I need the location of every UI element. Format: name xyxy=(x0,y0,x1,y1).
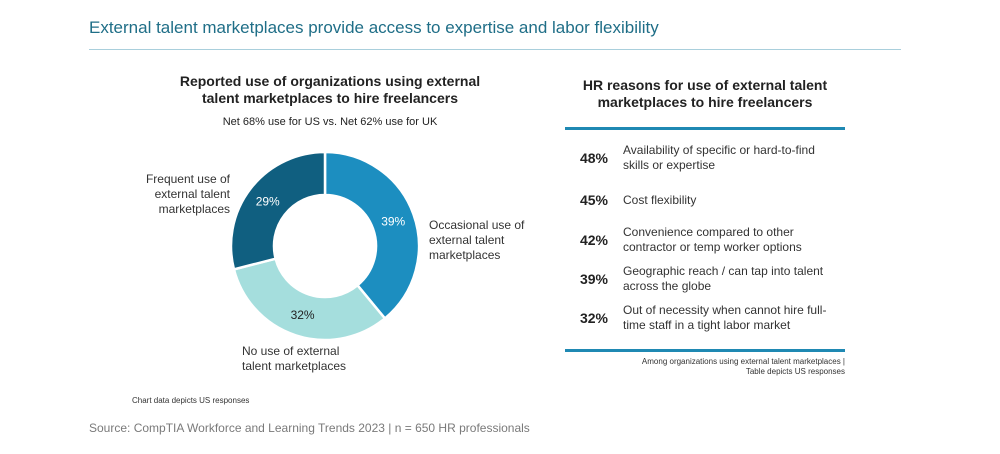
donut-slice-1 xyxy=(232,257,387,342)
reason-line: Out of necessity when cannot hire full- xyxy=(623,303,827,317)
callout-none-line: No use of external xyxy=(242,344,340,358)
callout-occasional-use: Occasional use of external talent market… xyxy=(429,218,549,263)
donut-chart-title-line2: talent marketplaces to hire freelancers xyxy=(201,90,458,106)
reason-line: Convenience compared to other xyxy=(623,225,794,239)
reason-line: time staff in a tight labor market xyxy=(623,318,791,332)
donut-chart-title: Reported use of organizations using exte… xyxy=(170,73,490,107)
reason-line: Availability of specific or hard-to-find xyxy=(623,143,815,157)
callout-frequent-line: Frequent use of xyxy=(145,172,230,186)
slice-value-label: 39% xyxy=(381,214,405,228)
reason-percent: 32% xyxy=(579,310,609,326)
reason-line: skills or expertise xyxy=(623,158,716,172)
slice-value-label: 29% xyxy=(256,195,280,209)
callout-frequent-line: marketplaces xyxy=(158,202,230,216)
table-bottom-rule xyxy=(565,349,845,352)
page-title: External talent marketplaces provide acc… xyxy=(89,18,659,37)
chart-note: Chart data depicts US responses xyxy=(132,396,250,405)
reason-line: across the globe xyxy=(623,279,712,293)
reason-line: Cost flexibility xyxy=(623,192,697,207)
callout-no-use: No use of external talent marketplaces xyxy=(242,344,382,374)
reason-line: contractor or temp worker options xyxy=(623,240,802,254)
callout-occasional-line: external talent xyxy=(429,233,505,247)
source-footnote: Source: CompTIA Workforce and Learning T… xyxy=(89,421,530,435)
donut-chart-subtitle: Net 68% use for US vs. Net 62% use for U… xyxy=(222,116,438,128)
table-note-line1: Among organizations using external talen… xyxy=(641,357,845,366)
callout-none-line: talent marketplaces xyxy=(242,359,347,373)
reason-text: Cost flexibility xyxy=(623,193,843,208)
reasons-title-line2: marketplaces to hire freelancers xyxy=(597,94,813,110)
table-row: 32% Out of necessity when cannot hire fu… xyxy=(565,300,845,336)
reason-text: Convenience compared to other contractor… xyxy=(623,225,843,255)
table-row: 45% Cost flexibility xyxy=(565,182,845,218)
reasons-title-line1: HR reasons for use of external talent xyxy=(582,77,828,93)
table-note-line2: Table depicts US responses xyxy=(745,367,845,376)
donut-slice-0 xyxy=(323,150,421,321)
reason-text: Geographic reach / can tap into talent a… xyxy=(623,264,843,294)
table-note: Among organizations using external talen… xyxy=(565,357,845,377)
table-row: 48% Availability of specific or hard-to-… xyxy=(565,140,845,176)
reasons-table-title: HR reasons for use of external talent ma… xyxy=(565,77,845,111)
reason-percent: 45% xyxy=(579,192,609,208)
reason-text: Availability of specific or hard-to-find… xyxy=(623,143,843,173)
donut-slice-2 xyxy=(229,150,327,271)
callout-occasional-line: Occasional use of xyxy=(429,218,525,232)
table-row: 39% Geographic reach / can tap into tale… xyxy=(565,261,845,297)
table-top-rule xyxy=(565,127,845,130)
donut-chart-title-line1: Reported use of organizations using exte… xyxy=(179,73,481,89)
callout-frequent-line: external talent xyxy=(154,187,230,201)
reason-percent: 39% xyxy=(579,271,609,287)
reason-percent: 48% xyxy=(579,150,609,166)
reason-text: Out of necessity when cannot hire full- … xyxy=(623,303,843,333)
slice-value-label: 32% xyxy=(291,308,315,322)
callout-occasional-line: marketplaces xyxy=(429,248,501,262)
reason-line: Geographic reach / can tap into talent xyxy=(623,264,824,278)
title-divider xyxy=(89,49,901,50)
reason-percent: 42% xyxy=(579,232,609,248)
table-row: 42% Convenience compared to other contra… xyxy=(565,222,845,258)
callout-frequent-use: Frequent use of external talent marketpl… xyxy=(110,172,230,217)
